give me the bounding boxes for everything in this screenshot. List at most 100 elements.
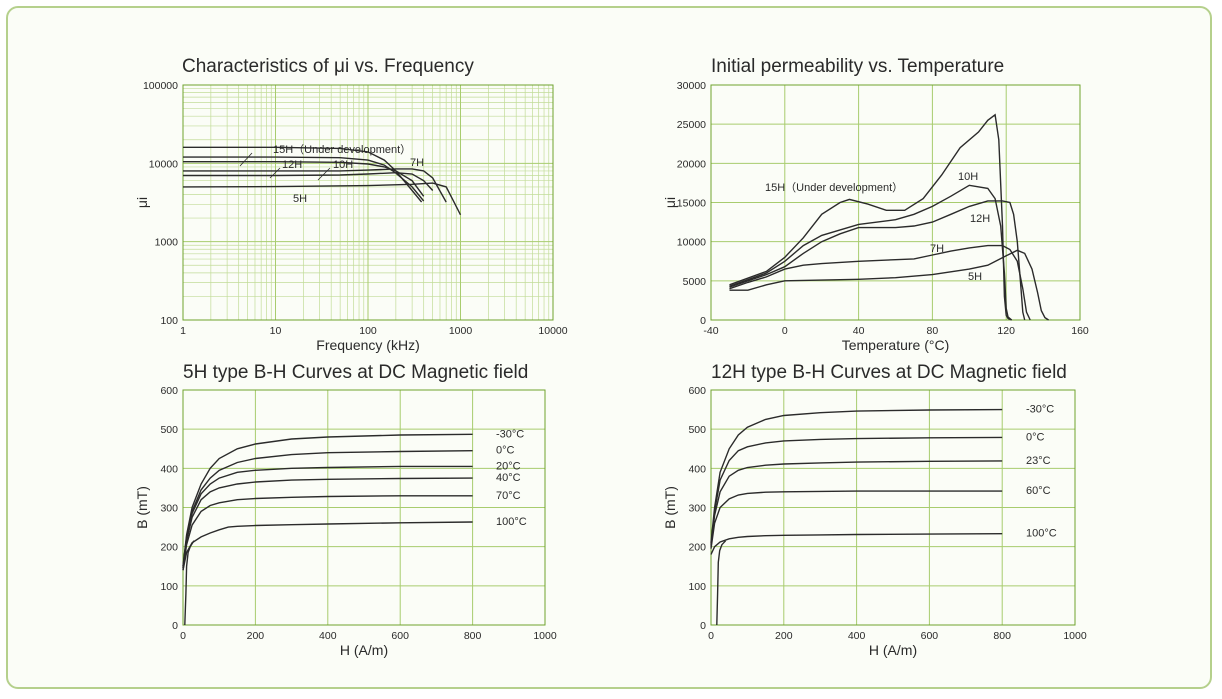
x-axis-label: H (A/m) xyxy=(340,642,388,658)
x-tick-label: 1 xyxy=(180,325,186,337)
x-axis-label: Frequency (kHz) xyxy=(316,337,419,353)
chart-1: 1 10 100 1000 10000 100 1000 10000 100000 Charact… xyxy=(134,56,568,353)
plot-frame xyxy=(182,84,554,321)
y-tick-label: 400 xyxy=(688,463,706,475)
x-tick-label: 1000 xyxy=(1063,630,1087,642)
curve-label: 12H xyxy=(970,213,990,225)
x-tick-label: 200 xyxy=(775,630,793,642)
chart-title: Characteristics of μi vs. Frequency xyxy=(182,56,474,77)
curve-label: 15H（Under development） xyxy=(273,143,411,156)
curve-label: 60°C xyxy=(1026,485,1051,497)
y-tick-label: 600 xyxy=(160,385,178,397)
y-axis-label: μi xyxy=(662,197,678,208)
y-axis-label: μi xyxy=(134,197,150,208)
chart-1-grid xyxy=(182,84,554,321)
series-line xyxy=(182,477,473,569)
curve-label: 100°C xyxy=(1026,528,1057,540)
series-line xyxy=(182,182,462,216)
y-tick-label: 200 xyxy=(160,542,178,554)
y-tick-label: 5000 xyxy=(683,276,707,288)
y-tick-label: 200 xyxy=(688,542,706,554)
y-axis-label: B (mT) xyxy=(662,486,678,529)
x-tick-label: 80 xyxy=(927,325,939,337)
y-tick-label: 20000 xyxy=(677,158,706,170)
curve-label: -30°C xyxy=(496,428,524,440)
chart-title: 5H type B-H Curves at DC Magnetic field xyxy=(183,362,528,383)
curve-label: 7H xyxy=(410,157,424,169)
chart-3: 0 200 400 600 800 1000 0 100 200 300 400 500 600 5H t… xyxy=(134,362,557,658)
x-tick-label: 800 xyxy=(464,630,482,642)
y-tick-label: 0 xyxy=(700,620,706,632)
plot-frame xyxy=(182,389,546,626)
series-line xyxy=(710,533,1003,555)
x-axis-label: H (A/m) xyxy=(869,642,917,658)
chart-3-grid xyxy=(182,389,546,626)
series-line xyxy=(182,433,473,567)
y-tick-label: 10000 xyxy=(677,237,706,249)
x-tick-label: 600 xyxy=(391,630,409,642)
curve-label: 7H xyxy=(930,243,944,255)
x-tick-label: 1000 xyxy=(449,325,473,337)
curve-label: 70°C xyxy=(496,490,521,502)
chart-2: -40 0 40 80 120 16005000100001500020000250003… xyxy=(662,56,1089,353)
series-line xyxy=(729,200,1026,321)
series-line xyxy=(729,184,1013,321)
curve-label: 5H xyxy=(968,271,982,283)
x-tick-label: 200 xyxy=(247,630,265,642)
y-tick-label: 500 xyxy=(160,424,178,436)
x-tick-label: 0 xyxy=(180,630,186,642)
curve-label: 0°C xyxy=(1026,431,1045,443)
series-line xyxy=(716,540,727,626)
chart-title: 12H type B-H Curves at DC Magnetic field xyxy=(711,362,1067,383)
series-line xyxy=(184,540,195,626)
x-tick-label: 10000 xyxy=(538,325,567,337)
series-line xyxy=(710,408,1003,543)
x-tick-label: 100 xyxy=(359,325,377,337)
x-tick-label: 120 xyxy=(997,325,1015,337)
series-line xyxy=(182,465,473,569)
x-tick-label: 160 xyxy=(1071,325,1089,337)
curve-label: 10H xyxy=(958,171,978,183)
y-tick-label: 0 xyxy=(700,315,706,327)
series-line xyxy=(183,146,423,203)
y-tick-label: 100000 xyxy=(143,80,178,92)
y-axis-label: B (mT) xyxy=(134,486,150,529)
x-tick-label: 400 xyxy=(848,630,866,642)
x-tick-label: 0 xyxy=(782,325,788,337)
curve-label: 10H xyxy=(333,159,353,171)
series-line xyxy=(183,160,425,197)
y-tick-label: 100 xyxy=(688,581,706,593)
plot-frame xyxy=(710,84,1081,321)
y-tick-label: 500 xyxy=(688,424,706,436)
y-tick-label: 100 xyxy=(160,315,178,327)
curve-label: 40°C xyxy=(496,472,521,484)
x-tick-label: -40 xyxy=(703,325,718,337)
x-tick-label: 800 xyxy=(993,630,1011,642)
x-tick-label: 40 xyxy=(853,325,865,337)
x-tick-label: 0 xyxy=(708,630,714,642)
curve-label: -30°C xyxy=(1026,404,1054,416)
leader-line xyxy=(269,167,281,179)
curve-label: 15H（Under development） xyxy=(765,181,903,194)
x-tick-label: 400 xyxy=(319,630,337,642)
chart-4-grid xyxy=(710,389,1076,626)
x-tick-label: 1000 xyxy=(533,630,557,642)
plot-frame xyxy=(710,389,1076,626)
series-line xyxy=(710,460,1003,547)
y-tick-label: 400 xyxy=(160,463,178,475)
curve-label: 20°C xyxy=(496,460,521,472)
y-tick-label: 0 xyxy=(172,620,178,632)
y-tick-label: 15000 xyxy=(677,198,706,210)
series-line xyxy=(710,490,1003,549)
y-tick-label: 10000 xyxy=(149,158,178,170)
chart-title: Initial permeability vs. Temperature xyxy=(711,56,1004,77)
x-tick-label: 10 xyxy=(270,325,282,337)
y-tick-label: 100 xyxy=(160,581,178,593)
series-line xyxy=(183,168,447,203)
x-axis-label: Temperature (°C) xyxy=(842,337,950,353)
y-tick-label: 30000 xyxy=(677,80,706,92)
series-line xyxy=(182,495,473,571)
leader-line xyxy=(317,167,331,181)
figure-panel xyxy=(6,6,1212,689)
curve-label: 12H xyxy=(282,159,302,171)
